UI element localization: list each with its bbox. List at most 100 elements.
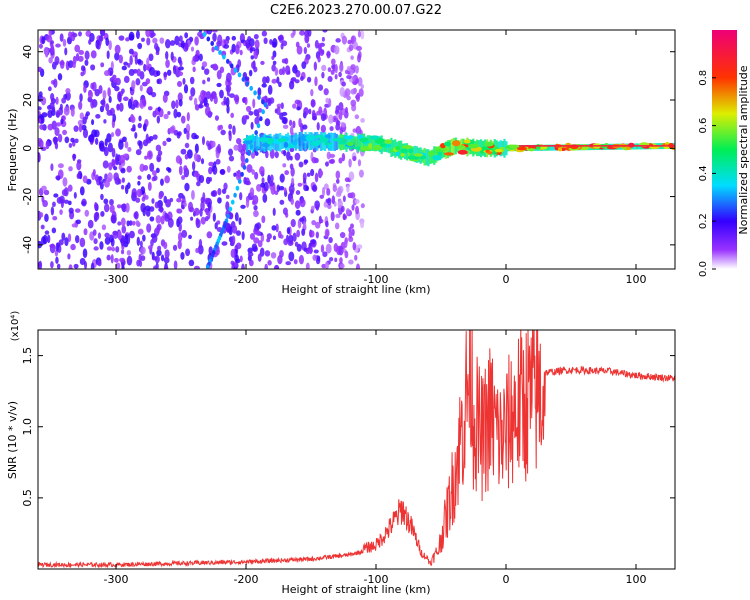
heatmap-speckle — [296, 229, 301, 238]
heatmap-speckle — [315, 231, 320, 239]
heatmap-speckle — [214, 222, 218, 230]
heatmap-ridge-cell — [372, 135, 375, 152]
heatmap-speckle — [301, 228, 306, 236]
heatmap-speckle — [79, 237, 86, 248]
heatmap-speckle — [195, 49, 200, 57]
heatmap-speckle — [119, 154, 126, 164]
heatmap-speckle — [312, 254, 318, 261]
heatmap-speckle — [245, 39, 251, 49]
heatmap-speckle — [59, 33, 64, 42]
heatmap-speckle — [306, 76, 312, 83]
heatmap-ridge-blob — [327, 143, 333, 150]
heatmap-speckle — [111, 147, 116, 158]
heatmap-speckle — [141, 37, 145, 42]
heatmap-speckle — [261, 83, 267, 88]
heatmap-speckle — [57, 133, 63, 143]
heatmap-ridge-blob — [432, 154, 442, 161]
heatmap-speckle — [335, 178, 340, 184]
heatmap-speckle — [50, 92, 55, 101]
heatmap-speckle — [202, 192, 206, 202]
heatmap-speckle — [67, 184, 73, 192]
heatmap-speckle — [139, 163, 145, 172]
heatmap-speckle — [338, 245, 344, 256]
heatmap-speckle — [241, 157, 246, 167]
heatmap-speckle — [326, 188, 331, 196]
heatmap-speckle — [352, 242, 357, 251]
heatmap-speckle — [102, 90, 107, 100]
heatmap-speckle — [62, 177, 68, 187]
heatmap-streak-cell — [237, 178, 242, 184]
snr-series-line — [38, 330, 675, 569]
heatmap-ridge-blob — [443, 152, 454, 156]
heatmap-speckle — [321, 71, 325, 79]
heatmap-ridge-cell — [548, 144, 551, 151]
heatmap-speckle — [211, 46, 215, 53]
heatmap-speckle — [164, 249, 170, 259]
heatmap-speckle — [146, 86, 152, 94]
heatmap-speckle — [228, 131, 232, 142]
heatmap-speckle — [206, 30, 213, 35]
heatmap-speckle — [240, 204, 246, 209]
heatmap-speckle — [62, 129, 68, 136]
heatmap-speckle — [253, 205, 258, 211]
heatmap-speckle — [172, 244, 178, 251]
heatmap-speckle — [40, 224, 45, 230]
heatmap-speckle — [311, 219, 317, 226]
heatmap-speckle — [346, 74, 352, 80]
heatmap-speckle — [112, 77, 118, 83]
heatmap-speckle — [266, 233, 272, 240]
heatmap-speckle — [108, 95, 112, 104]
heatmap-speckle — [301, 61, 307, 69]
heatmap-speckle — [253, 49, 259, 60]
heatmap-speckle — [89, 32, 95, 43]
heatmap-speckle — [292, 120, 296, 129]
heatmap-speckle — [38, 43, 43, 49]
heatmap-speckle — [74, 208, 81, 213]
heatmap-speckle — [163, 241, 168, 250]
heatmap-speckle — [257, 87, 262, 97]
heatmap-ridge-blob — [332, 137, 344, 142]
heatmap-ridge-blob — [369, 135, 380, 140]
heatmap-speckle — [259, 166, 265, 176]
heatmap-speckle — [257, 253, 262, 262]
heatmap-speckle — [296, 45, 303, 55]
heatmap-speckle — [249, 38, 255, 47]
heatmap-speckle — [128, 220, 133, 226]
heatmap-speckle — [338, 71, 342, 78]
heatmap-speckle — [188, 95, 193, 101]
heatmap-speckle — [157, 245, 162, 252]
heatmap-ridge-cell — [392, 139, 395, 157]
heatmap-speckle — [226, 165, 231, 173]
heatmap-ridge-cell — [450, 138, 453, 156]
heatmap-ridge-cell — [353, 136, 356, 149]
heatmap-speckle — [175, 99, 179, 109]
heatmap-speckle — [68, 207, 74, 214]
heatmap-speckle — [279, 199, 285, 205]
heatmap-ridge-cell — [296, 134, 299, 149]
snr-y-label: SNR (10 * v/v) — [6, 401, 19, 479]
heatmap-speckle — [242, 143, 247, 152]
heatmap-speckle — [332, 184, 338, 193]
heatmap-speckle — [318, 84, 324, 91]
heatmap-speckle — [189, 76, 195, 85]
heatmap-speckle — [211, 165, 215, 172]
heatmap-streak-cell — [252, 137, 256, 143]
heatmap-speckle — [271, 78, 277, 84]
heatmap-speckle — [300, 123, 304, 133]
heatmap-speckle — [156, 70, 161, 76]
heatmap-speckle — [341, 81, 347, 87]
heatmap-speckle — [52, 201, 56, 208]
heatmap-speckle — [45, 140, 50, 150]
heatmap-speckle — [137, 180, 141, 186]
heatmap-speckle — [191, 161, 196, 171]
heatmap-streak-cell — [210, 40, 214, 46]
heatmap-ridge-blob — [428, 150, 434, 157]
heatmap-speckle — [350, 64, 356, 70]
heatmap-speckle — [317, 55, 321, 63]
heatmap-speckle — [90, 82, 95, 90]
heatmap-speckle — [234, 212, 239, 222]
x-tick-label: 0 — [503, 273, 510, 286]
heatmap-speckle — [132, 220, 136, 226]
heatmap-speckle — [90, 64, 96, 71]
heatmap-speckle — [300, 75, 304, 81]
